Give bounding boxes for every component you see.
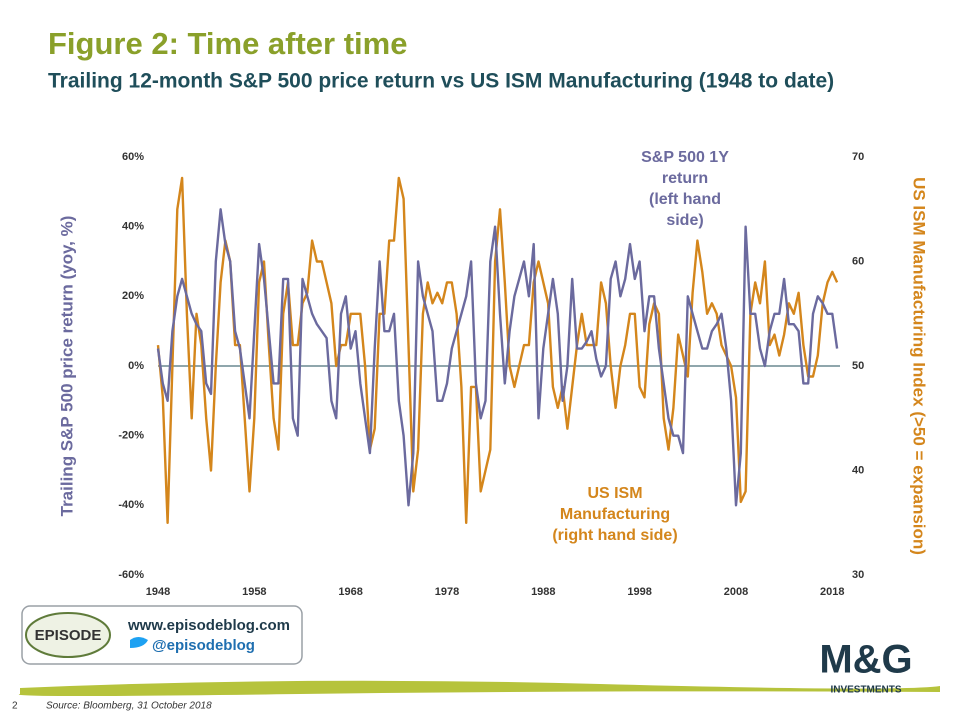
brush-stroke — [18, 680, 940, 696]
y2-tick-label: 60 — [852, 255, 864, 267]
x-tick-label: 2008 — [724, 586, 748, 598]
y2-axis-label: US ISM Manufacturing Index (>50 = expans… — [910, 177, 929, 555]
y-tick-label: 0% — [128, 360, 144, 372]
title: Figure 2: Time after time — [48, 26, 407, 61]
plot: -60% -40% -20% 0% 20% 40% 60% 30 40 50 60 70 1948 195… — [118, 149, 864, 598]
series-line — [156, 176, 839, 524]
y-tick-label: -60% — [118, 569, 144, 581]
episode-text: EPISODE — [35, 627, 102, 644]
y2-tick-label: 30 — [852, 569, 864, 581]
annotation: side) — [666, 212, 703, 229]
annotation: Manufacturing — [560, 506, 670, 523]
annotation: return — [662, 170, 708, 187]
y2-tick-label: 70 — [852, 151, 864, 163]
series-line — [156, 208, 839, 507]
x-tick-label: 1978 — [435, 586, 459, 598]
handle: @episodeblog — [152, 637, 255, 654]
y-axis-label: Trailing S&P 500 price return (yoy, %) — [57, 216, 76, 517]
y-tick-label: -20% — [118, 430, 144, 442]
y2-tick-label: 50 — [852, 360, 864, 372]
y-tick-label: 60% — [122, 151, 144, 163]
x-tick-label: 1948 — [146, 586, 170, 598]
twitter-icon — [130, 637, 148, 648]
x-tick-label: 1998 — [627, 586, 651, 598]
y-tick-label: 20% — [122, 290, 144, 302]
annotation: (left hand — [649, 191, 721, 208]
x-tick-label: 2018 — [820, 586, 844, 598]
x-tick-label: 1988 — [531, 586, 555, 598]
y-tick-label: -40% — [118, 499, 144, 511]
brand-sub: INVESTMENTS — [830, 685, 901, 696]
subtitle: Trailing 12-month S&P 500 price return v… — [48, 70, 834, 93]
source: Source: Bloomberg, 31 October 2018 — [46, 701, 212, 712]
x-tick-label: 1968 — [338, 586, 362, 598]
y-tick-label: 40% — [122, 221, 144, 233]
brand: M&G — [819, 638, 912, 682]
annotation: S&P 500 1Y — [641, 149, 729, 166]
annotation: US ISM — [587, 485, 642, 502]
episode-logo — [25, 612, 111, 658]
x-tick-label: 1958 — [242, 586, 266, 598]
url: www.episodeblog.com — [127, 617, 290, 634]
annotation: (right hand side) — [552, 527, 677, 544]
page-number: 2 — [12, 701, 18, 712]
y2-tick-label: 40 — [852, 464, 864, 476]
